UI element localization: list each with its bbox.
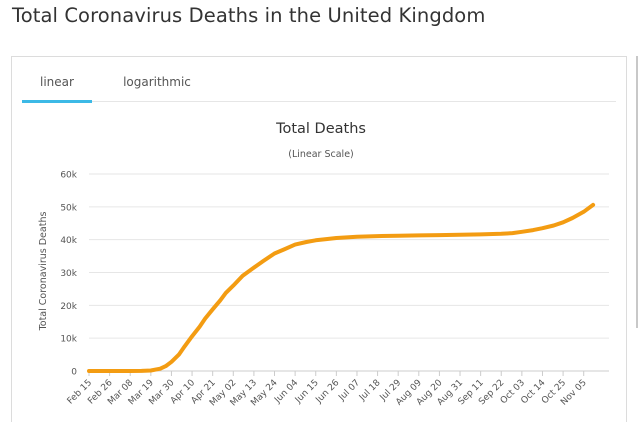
data-point (231, 284, 235, 288)
series-line (87, 202, 596, 373)
data-point (458, 233, 462, 237)
scale-tabs: linear logarithmic (22, 71, 616, 103)
data-point (128, 369, 132, 373)
gridlines (89, 173, 609, 372)
data-point (183, 344, 187, 348)
x-tick-label: Jul 18 (357, 378, 383, 404)
data-point (108, 369, 112, 373)
data-point (304, 240, 308, 244)
data-point (272, 251, 277, 256)
chart-subtitle: (Linear Scale) (288, 149, 354, 160)
series-layer (87, 202, 596, 373)
chart-title: Total Deaths (275, 121, 366, 137)
x-tick-label: Jul 07 (337, 378, 363, 404)
data-point (314, 238, 318, 242)
y-tick-label: 60k (60, 171, 77, 181)
data-point (561, 220, 565, 224)
data-point (540, 226, 545, 230)
data-point (334, 236, 338, 240)
data-point (224, 291, 228, 295)
data-point (355, 235, 359, 239)
data-point (177, 353, 181, 357)
data-point (139, 369, 144, 373)
data-point (198, 325, 202, 329)
data-point (552, 223, 556, 228)
data-point (149, 368, 153, 373)
data-point (570, 216, 575, 220)
y-axis-title: Total Coronavirus Deaths (38, 212, 49, 332)
y-tick-label: 40k (60, 236, 77, 246)
chart-panel: linear logarithmic Total Deaths (Linear … (11, 56, 627, 422)
y-tick-label: 10k (60, 335, 77, 345)
y-tick-label: 0 (71, 368, 77, 378)
data-point (282, 247, 286, 252)
data-point (252, 266, 256, 270)
data-point (203, 316, 207, 321)
page-scrollbar[interactable] (636, 56, 640, 328)
tab-logarithmic[interactable]: logarithmic (123, 75, 191, 89)
data-point (241, 274, 245, 278)
data-point (164, 364, 168, 368)
data-point (479, 232, 483, 236)
data-point (261, 259, 265, 263)
data-point (158, 367, 162, 371)
data-point (417, 233, 421, 237)
data-point (190, 334, 194, 338)
data-point (582, 210, 586, 214)
y-tick-label: 30k (60, 269, 77, 279)
data-point (218, 298, 222, 302)
data-point (211, 307, 215, 311)
data-point (531, 228, 535, 232)
y-tick-label: 50k (60, 203, 77, 213)
x-tick-label: Jun 26 (314, 378, 342, 406)
tab-linear[interactable]: linear (22, 71, 92, 103)
data-point (376, 234, 380, 238)
data-point (510, 231, 515, 235)
page-title: Total Coronavirus Deaths in the United K… (12, 4, 486, 27)
data-point (591, 203, 595, 207)
data-point (437, 233, 441, 237)
data-point (323, 237, 327, 241)
y-tick-label: 20k (60, 302, 77, 312)
data-point (499, 232, 503, 236)
data-point (293, 243, 297, 247)
data-point (169, 360, 174, 364)
data-point (87, 369, 91, 373)
data-point (396, 234, 400, 238)
data-point (520, 230, 524, 234)
deaths-line-chart: Total Deaths (Linear Scale) Total Corona… (38, 121, 609, 408)
y-axis-ticks: 0 10k 20k 30k 40k 50k 60k (60, 171, 77, 378)
